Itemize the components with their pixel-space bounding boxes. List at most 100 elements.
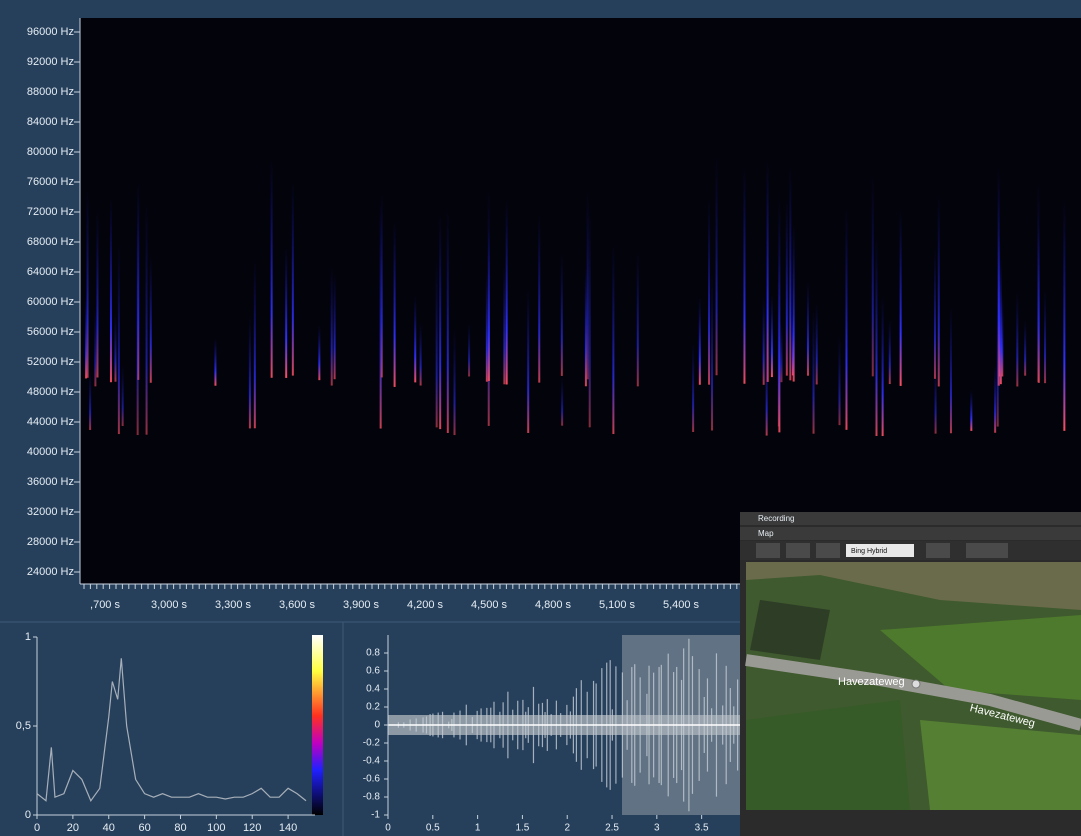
y-tick-label: 80000 Hz bbox=[27, 146, 74, 158]
call bbox=[393, 220, 396, 387]
y-tick-label: -0.2 bbox=[363, 738, 381, 749]
call bbox=[94, 307, 97, 387]
call bbox=[333, 273, 336, 380]
zoom-in-button[interactable] bbox=[756, 543, 780, 558]
y-tick-label: 1 bbox=[25, 631, 31, 643]
y-tick-label: -0.4 bbox=[363, 756, 381, 767]
call bbox=[96, 208, 99, 378]
call bbox=[875, 235, 878, 436]
call bbox=[114, 313, 117, 382]
x-tick-label: 0 bbox=[34, 822, 40, 834]
x-tick-label: 5,400 s bbox=[663, 599, 700, 611]
call bbox=[453, 328, 456, 436]
call bbox=[248, 315, 251, 429]
call bbox=[785, 198, 788, 376]
call bbox=[145, 199, 148, 435]
y-tick-label: 0.6 bbox=[366, 666, 380, 677]
call bbox=[933, 246, 936, 379]
x-tick-label: 4,500 s bbox=[471, 599, 508, 611]
x-tick-label: 80 bbox=[174, 822, 186, 834]
call bbox=[485, 271, 488, 382]
layer-button[interactable] bbox=[926, 543, 950, 558]
call bbox=[970, 390, 973, 431]
call bbox=[561, 376, 564, 426]
call bbox=[318, 325, 321, 381]
call bbox=[888, 318, 891, 385]
y-tick-label: 88000 Hz bbox=[27, 86, 74, 98]
y-tick-label: 76000 Hz bbox=[27, 176, 74, 188]
call bbox=[770, 294, 773, 378]
map-window: Recording Map Bing Hybrid Havezateweg Ha… bbox=[740, 512, 1081, 836]
x-tick-label: 2 bbox=[564, 823, 570, 834]
call bbox=[780, 322, 783, 383]
x-tick-label: 40 bbox=[103, 822, 115, 834]
x-tick-label: 4,800 s bbox=[535, 599, 572, 611]
call bbox=[766, 159, 769, 382]
panel-header[interactable] bbox=[740, 527, 1081, 540]
zoom-out-button[interactable] bbox=[786, 543, 810, 558]
panel-header[interactable] bbox=[740, 512, 1081, 525]
y-tick-label: -0.6 bbox=[363, 774, 381, 785]
call bbox=[538, 215, 541, 383]
location-marker[interactable] bbox=[911, 679, 921, 689]
x-tick-label: 1.5 bbox=[515, 823, 529, 834]
field bbox=[880, 615, 1081, 700]
call bbox=[838, 335, 841, 426]
call bbox=[845, 208, 848, 430]
x-tick-label: 1 bbox=[475, 823, 481, 834]
layer-dropdown[interactable] bbox=[846, 544, 914, 557]
spectrum-line bbox=[36, 658, 307, 802]
y-tick-label: 0.4 bbox=[366, 684, 380, 695]
x-tick-label: 100 bbox=[207, 822, 225, 834]
call bbox=[121, 364, 124, 426]
field bbox=[746, 700, 910, 810]
x-tick-label: 20 bbox=[67, 822, 79, 834]
call bbox=[996, 307, 999, 427]
y-tick-label: 24000 Hz bbox=[27, 566, 74, 578]
panel-title: Recording bbox=[758, 514, 794, 523]
y-tick-label: 0.2 bbox=[366, 702, 380, 713]
call bbox=[380, 192, 383, 378]
call bbox=[285, 246, 288, 378]
x-tick-label: 3,000 s bbox=[151, 599, 188, 611]
field bbox=[746, 562, 1081, 610]
call bbox=[85, 296, 88, 379]
call bbox=[871, 172, 874, 377]
x-tick-label: 120 bbox=[243, 822, 261, 834]
y-tick-label: 0.8 bbox=[366, 648, 380, 659]
tool-button[interactable] bbox=[966, 543, 1008, 558]
call bbox=[109, 197, 112, 383]
call bbox=[330, 265, 333, 386]
zoom-fit-button[interactable] bbox=[816, 543, 840, 558]
call bbox=[778, 199, 781, 433]
y-tick-label: 0 bbox=[25, 809, 31, 821]
call bbox=[379, 201, 382, 429]
y-tick-label: 84000 Hz bbox=[27, 116, 74, 128]
call bbox=[149, 256, 152, 383]
call bbox=[792, 223, 795, 382]
call bbox=[806, 281, 809, 376]
call bbox=[997, 168, 1000, 386]
call bbox=[586, 189, 589, 380]
y-tick-label: 72000 Hz bbox=[27, 206, 74, 218]
y-tick-label: -0.8 bbox=[363, 792, 381, 803]
call bbox=[1044, 289, 1047, 384]
x-tick-label: 4,200 s bbox=[407, 599, 444, 611]
y-tick-label: 60000 Hz bbox=[27, 296, 74, 308]
y-tick-label: 36000 Hz bbox=[27, 476, 74, 488]
call bbox=[812, 309, 815, 434]
call bbox=[612, 243, 615, 435]
call bbox=[934, 362, 937, 434]
call bbox=[743, 166, 746, 384]
call bbox=[414, 295, 417, 383]
x-tick-label: 2.5 bbox=[605, 823, 619, 834]
call bbox=[468, 323, 471, 377]
road bbox=[745, 654, 1081, 731]
y-tick-label: -1 bbox=[371, 810, 380, 821]
y-tick-label: 0 bbox=[374, 720, 380, 731]
call bbox=[949, 306, 952, 434]
call bbox=[439, 212, 442, 430]
y-tick-label: 64000 Hz bbox=[27, 266, 74, 278]
